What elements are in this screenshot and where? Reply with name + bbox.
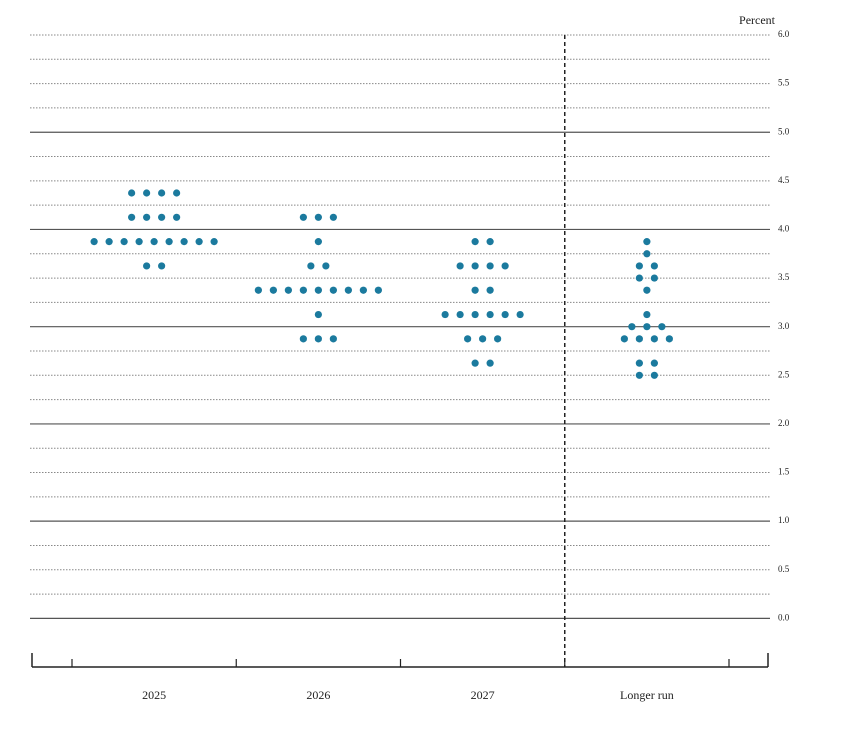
dot <box>471 310 479 319</box>
dot <box>344 286 352 294</box>
dot <box>195 238 203 246</box>
dot <box>486 310 494 319</box>
y-tick-label: 5.0 <box>778 126 790 136</box>
dot <box>307 262 315 270</box>
y-tick-label: 2.5 <box>778 369 790 379</box>
dot <box>128 189 136 197</box>
y-tick-label: 4.0 <box>778 224 790 234</box>
dot <box>269 286 277 294</box>
dot <box>329 286 337 294</box>
dot <box>516 310 524 319</box>
dot <box>501 262 509 270</box>
dot <box>456 262 464 270</box>
y-tick-label: 3.0 <box>778 321 790 331</box>
dot <box>635 359 643 367</box>
dot <box>643 323 651 331</box>
dot <box>441 310 449 319</box>
x-tick-label: 2026 <box>306 688 330 702</box>
dot <box>329 335 337 343</box>
dot <box>486 286 494 294</box>
dot <box>314 310 322 319</box>
x-tick-label: Longer run <box>620 688 674 702</box>
dot <box>486 238 494 246</box>
dot <box>494 335 502 343</box>
dot <box>135 238 143 246</box>
dot <box>643 286 651 294</box>
dot <box>643 310 651 319</box>
dot <box>374 286 382 294</box>
dot <box>486 359 494 367</box>
y-tick-label: 1.0 <box>778 515 790 525</box>
dot <box>299 335 307 343</box>
dot <box>471 238 479 246</box>
x-tick-label: 2025 <box>142 688 166 702</box>
dot <box>471 262 479 270</box>
dot <box>322 262 330 270</box>
dot <box>359 286 367 294</box>
dot <box>501 310 509 319</box>
dot <box>158 213 166 221</box>
dot <box>90 238 98 246</box>
y-tick-label: 6.0 <box>778 29 790 39</box>
dot <box>284 286 292 294</box>
dot <box>643 250 651 258</box>
dot <box>143 213 151 221</box>
dot <box>314 286 322 294</box>
y-tick-label: 2.0 <box>778 418 790 428</box>
dot <box>314 335 322 343</box>
dot <box>486 262 494 270</box>
dot <box>254 286 262 294</box>
dot <box>635 335 643 343</box>
dot <box>329 213 337 221</box>
dot <box>180 238 188 246</box>
dot <box>464 335 472 343</box>
dot <box>479 335 487 343</box>
dot <box>635 274 643 282</box>
dot <box>105 238 113 246</box>
y-tick-label: 1.5 <box>778 467 790 477</box>
dot <box>173 213 181 221</box>
dot <box>150 238 158 246</box>
dot <box>471 286 479 294</box>
dot <box>628 323 636 331</box>
dot <box>620 335 628 343</box>
dot <box>650 371 658 379</box>
dot <box>650 274 658 282</box>
dot <box>314 238 322 246</box>
dot <box>314 213 322 221</box>
dot <box>143 189 151 197</box>
dot <box>158 262 166 270</box>
y-tick-label: 4.5 <box>778 175 790 185</box>
x-tick-label: 2027 <box>471 688 495 702</box>
dot <box>650 359 658 367</box>
y-tick-label: 5.5 <box>778 78 790 88</box>
dot <box>299 213 307 221</box>
dot <box>299 286 307 294</box>
dot <box>210 238 218 246</box>
dot <box>650 335 658 343</box>
y-tick-label: 0.5 <box>778 564 790 574</box>
dot <box>128 213 136 221</box>
dot <box>456 310 464 319</box>
dot <box>635 371 643 379</box>
dot <box>471 359 479 367</box>
dot <box>165 238 173 246</box>
y-tick-label: 3.5 <box>778 272 790 282</box>
dot <box>658 323 666 331</box>
y-axis-label: Percent <box>739 13 776 27</box>
dot <box>665 335 673 343</box>
dot <box>120 238 128 246</box>
dot <box>143 262 151 270</box>
dot <box>158 189 166 197</box>
dot <box>643 238 651 246</box>
dot <box>650 262 658 270</box>
dot <box>635 262 643 270</box>
dot <box>173 189 181 197</box>
y-tick-label: 0.0 <box>778 612 790 622</box>
